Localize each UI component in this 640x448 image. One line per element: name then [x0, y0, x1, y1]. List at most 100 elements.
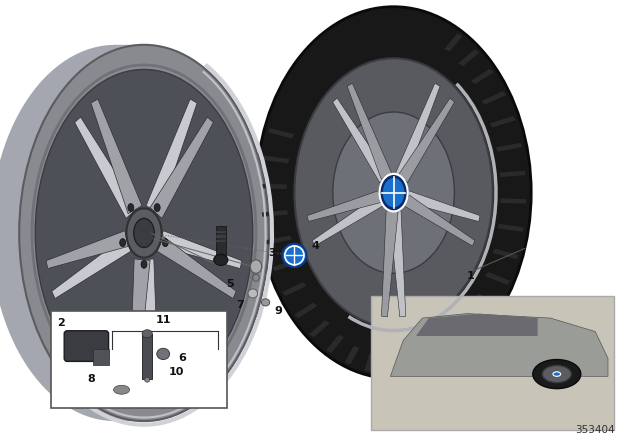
Polygon shape	[492, 249, 518, 259]
Text: 6: 6	[179, 353, 186, 363]
Polygon shape	[272, 260, 298, 271]
Polygon shape	[312, 195, 383, 246]
Bar	[216, 231, 226, 233]
Ellipse shape	[127, 208, 161, 258]
Text: 353404: 353404	[575, 425, 614, 435]
Text: 2: 2	[57, 318, 65, 327]
Ellipse shape	[114, 385, 129, 394]
Polygon shape	[52, 237, 131, 298]
Polygon shape	[497, 224, 524, 232]
Polygon shape	[146, 99, 197, 214]
Polygon shape	[157, 237, 236, 298]
Polygon shape	[490, 116, 516, 127]
Ellipse shape	[553, 372, 561, 376]
Ellipse shape	[142, 330, 152, 338]
Polygon shape	[344, 346, 360, 364]
Ellipse shape	[128, 203, 134, 211]
Bar	[51, 311, 227, 408]
Bar	[216, 240, 226, 242]
Ellipse shape	[333, 112, 454, 273]
Ellipse shape	[256, 7, 531, 379]
Ellipse shape	[248, 289, 258, 298]
Ellipse shape	[381, 177, 406, 209]
Polygon shape	[435, 341, 451, 359]
Ellipse shape	[261, 299, 270, 306]
Ellipse shape	[250, 260, 262, 273]
Polygon shape	[458, 49, 479, 66]
Polygon shape	[347, 83, 392, 179]
Ellipse shape	[163, 239, 168, 247]
Bar	[93, 349, 109, 365]
Polygon shape	[294, 302, 317, 318]
Polygon shape	[416, 314, 538, 336]
Ellipse shape	[145, 378, 150, 382]
Bar	[216, 235, 226, 238]
Polygon shape	[266, 235, 292, 245]
FancyBboxPatch shape	[64, 331, 109, 362]
Ellipse shape	[141, 260, 147, 268]
Polygon shape	[91, 99, 142, 214]
Polygon shape	[404, 195, 475, 246]
Polygon shape	[364, 353, 376, 372]
Text: 4: 4	[312, 241, 319, 251]
Polygon shape	[333, 98, 388, 183]
Polygon shape	[499, 171, 525, 177]
Polygon shape	[263, 155, 289, 164]
Text: 7: 7	[236, 300, 244, 310]
Polygon shape	[496, 143, 522, 152]
Polygon shape	[307, 191, 381, 221]
Text: 9: 9	[275, 306, 282, 316]
Text: 11: 11	[156, 315, 171, 325]
Polygon shape	[160, 231, 242, 268]
Ellipse shape	[134, 218, 154, 247]
Ellipse shape	[282, 244, 307, 267]
Polygon shape	[399, 98, 454, 183]
Polygon shape	[261, 184, 287, 189]
Polygon shape	[385, 357, 392, 375]
Polygon shape	[309, 320, 330, 337]
Ellipse shape	[294, 58, 493, 327]
Ellipse shape	[35, 69, 253, 396]
Polygon shape	[138, 259, 158, 385]
Bar	[142, 334, 152, 379]
Polygon shape	[500, 198, 526, 204]
Polygon shape	[150, 117, 213, 218]
Polygon shape	[262, 210, 288, 217]
Polygon shape	[396, 83, 440, 179]
Polygon shape	[326, 335, 344, 353]
Ellipse shape	[214, 254, 228, 265]
Polygon shape	[268, 128, 294, 138]
Bar	[371, 296, 614, 430]
Ellipse shape	[532, 359, 581, 388]
Polygon shape	[130, 259, 150, 385]
Ellipse shape	[253, 274, 259, 281]
Ellipse shape	[19, 45, 269, 421]
Polygon shape	[0, 45, 144, 421]
Polygon shape	[444, 34, 463, 52]
Polygon shape	[475, 293, 499, 308]
Ellipse shape	[120, 239, 125, 247]
Polygon shape	[282, 282, 307, 296]
Polygon shape	[450, 328, 469, 346]
Polygon shape	[481, 91, 506, 105]
Polygon shape	[46, 231, 128, 268]
Polygon shape	[75, 117, 138, 218]
Polygon shape	[419, 350, 432, 369]
Polygon shape	[406, 191, 480, 221]
Polygon shape	[381, 211, 398, 317]
Text: 10: 10	[168, 367, 184, 377]
Polygon shape	[403, 356, 412, 374]
Bar	[216, 226, 226, 260]
Polygon shape	[389, 211, 406, 317]
Ellipse shape	[543, 366, 571, 383]
Text: 3: 3	[268, 248, 276, 258]
Ellipse shape	[154, 203, 160, 211]
Text: 8: 8	[88, 374, 95, 383]
Ellipse shape	[157, 348, 170, 359]
Text: 1: 1	[467, 271, 474, 280]
Text: 5: 5	[227, 280, 234, 289]
Polygon shape	[485, 272, 510, 285]
Polygon shape	[390, 314, 608, 376]
Polygon shape	[463, 313, 485, 329]
Polygon shape	[471, 69, 494, 84]
